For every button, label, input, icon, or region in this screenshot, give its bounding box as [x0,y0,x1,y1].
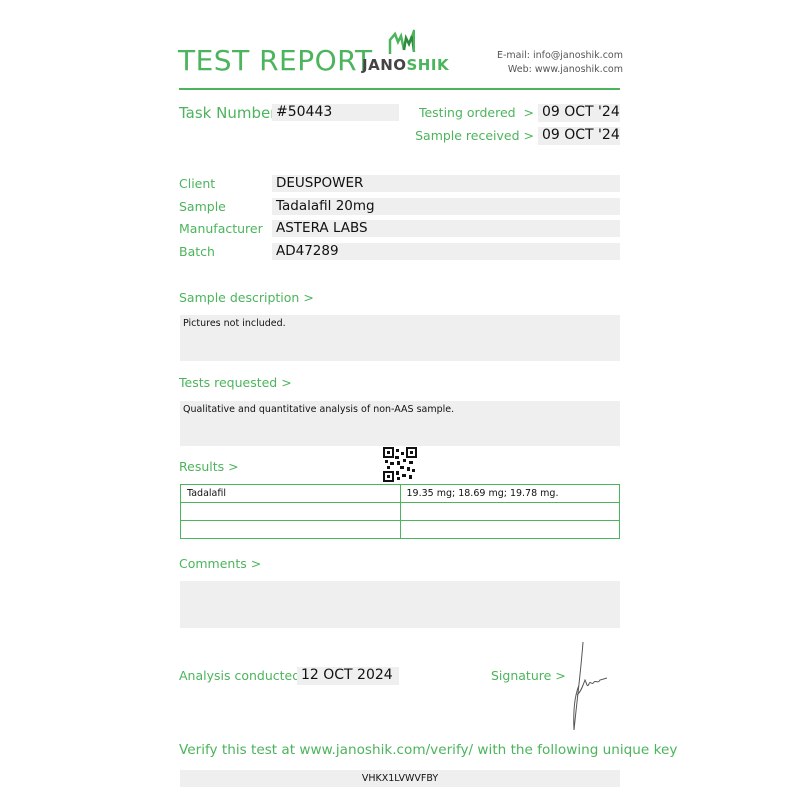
contact-email: E-mail: info@janoshik.com [496,50,623,61]
signature-image [565,640,610,735]
unique-key-field: VHKX1LVWVFBY [180,770,620,787]
table-row [180,520,620,539]
tests-requested-field: Qualitative and quantitative analysis of… [180,401,620,446]
sample-description-field: Pictures not included. [180,315,620,361]
header-divider [179,88,620,90]
table-row [180,502,620,521]
client-field: DEUSPOWER [272,175,620,192]
task-number-field: #50443 [272,104,399,121]
results-table: Tadalafil 19.35 mg; 18.69 mg; 19.78 mg. [180,484,620,539]
client-label: Client [179,176,216,191]
analysis-conducted-label: Analysis conducted > [179,668,315,683]
logo-text-dark: JANO [362,56,407,74]
sample-label: Sample [179,199,226,214]
tests-requested-label: Tests requested > [179,375,292,390]
analysis-conducted-field: 12 OCT 2024 [297,667,399,685]
logo-chart-icon [388,29,416,54]
qr-code-icon [383,447,417,482]
logo-text-green: SHIK [406,56,450,74]
result-substance: Tadalafil [180,484,401,503]
comments-label: Comments > [179,556,262,571]
batch-field: AD47289 [272,243,620,260]
results-label: Results > [179,459,239,474]
comments-field [180,581,620,628]
testing-ordered-field: 09 OCT '24 [538,104,620,122]
contact-info: E-mail: info@janoshik.com Web: www.janos… [497,49,623,77]
result-value [399,502,620,521]
sample-received-label: Sample received > [415,128,534,143]
table-row: Tadalafil 19.35 mg; 18.69 mg; 19.78 mg. [180,484,620,503]
sample-description-label: Sample description > [179,290,314,305]
verify-text: Verify this test at www.janoshik.com/ver… [179,742,678,758]
sample-field: Tadalafil 20mg [272,198,620,215]
result-substance [180,520,401,539]
task-number-label: Task Number [179,104,277,122]
result-value [399,520,620,539]
signature-label: Signature > [491,668,566,683]
batch-label: Batch [179,244,215,259]
result-value: 19.35 mg; 18.69 mg; 19.78 mg. [399,484,620,503]
janoshik-logo: JANOSHIK [362,28,449,74]
manufacturer-field: ASTERA LABS [272,220,620,237]
result-substance [180,502,401,521]
testing-ordered-label: Testing ordered > [418,105,534,120]
contact-web: Web: www.janoshik.com [507,64,623,75]
sample-received-field: 09 OCT '24 [538,127,620,145]
report-title: TEST REPORT [178,44,373,77]
manufacturer-label: Manufacturer [179,221,263,236]
